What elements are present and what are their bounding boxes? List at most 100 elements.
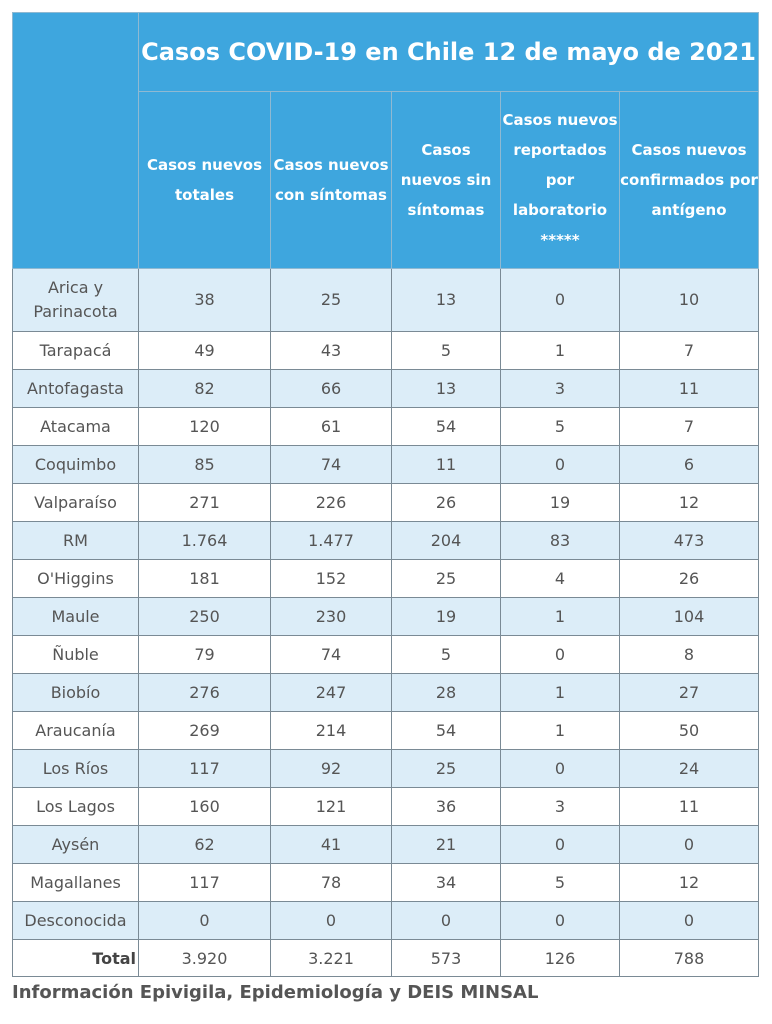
- cell-value: 121: [270, 787, 392, 826]
- column-header: Casos nuevos con síntomas: [270, 91, 392, 269]
- region-name: Aysén: [12, 825, 139, 864]
- cell-value: 7: [618, 407, 760, 446]
- column-header: Casos nuevos totales: [138, 91, 271, 269]
- region-name: Biobío: [12, 673, 139, 712]
- region-name: Maule: [12, 597, 139, 636]
- cell-value: 26: [618, 559, 760, 598]
- cell-value: 0: [500, 749, 620, 788]
- cell-value: 1: [500, 331, 620, 370]
- cell-value: 82: [138, 369, 271, 408]
- region-name: Magallanes: [12, 863, 139, 902]
- cell-value: 92: [270, 749, 392, 788]
- total-row: Total 3.920 3.221 573 126 788: [12, 939, 760, 977]
- cell-value: 24: [618, 749, 760, 788]
- cell-value: 28: [391, 673, 501, 712]
- cell-value: 50: [618, 711, 760, 750]
- cell-value: 1.477: [270, 521, 392, 560]
- cell-value: 104: [618, 597, 760, 636]
- column-header: Casos nuevos reportados por laboratorio …: [500, 91, 620, 269]
- cell-value: 0: [270, 901, 392, 940]
- cell-value: 61: [270, 407, 392, 446]
- cell-value: 3: [500, 787, 620, 826]
- cell-value: 83: [500, 521, 620, 560]
- cell-value: 6: [618, 445, 760, 484]
- cell-value: 8: [618, 635, 760, 674]
- table-row: RM 1.764 1.477 204 83 473: [12, 521, 760, 560]
- region-name: Valparaíso: [12, 483, 139, 522]
- region-name: Antofagasta: [12, 369, 139, 408]
- region-name: Ñuble: [12, 635, 139, 674]
- cell-value: 10: [618, 268, 760, 332]
- cell-value: 54: [391, 711, 501, 750]
- cell-value: 19: [500, 483, 620, 522]
- column-header: Casos nuevos sin síntomas: [391, 91, 501, 269]
- cell-value: 13: [391, 268, 501, 332]
- cell-value: 38: [138, 268, 271, 332]
- table-row: Tarapacá 49 43 5 1 7: [12, 331, 760, 370]
- cell-value: 0: [500, 901, 620, 940]
- cell-value: 21: [391, 825, 501, 864]
- cell-value: 0: [500, 825, 620, 864]
- cell-value: 26: [391, 483, 501, 522]
- cell-value: 74: [270, 445, 392, 484]
- region-name: O'Higgins: [12, 559, 139, 598]
- cell-value: 0: [618, 825, 760, 864]
- table-row: Antofagasta 82 66 13 3 11: [12, 369, 760, 408]
- table-title: Casos COVID-19 en Chile 12 de mayo de 20…: [137, 12, 760, 92]
- cell-value: 7: [618, 331, 760, 370]
- table-row: Araucanía 269 214 54 1 50: [12, 711, 760, 750]
- region-name: Tarapacá: [12, 331, 139, 370]
- table-row: Valparaíso 271 226 26 19 12: [12, 483, 760, 522]
- table-row: Maule 250 230 19 1 104: [12, 597, 760, 636]
- region-name: Coquimbo: [12, 445, 139, 484]
- cell-value: 214: [270, 711, 392, 750]
- cell-value: 41: [270, 825, 392, 864]
- cell-value: 62: [138, 825, 271, 864]
- cell-value: 79: [138, 635, 271, 674]
- cell-value: 49: [138, 331, 271, 370]
- cell-value: 5: [500, 863, 620, 902]
- column-header: Casos nuevos confirmados por antígeno: [618, 91, 760, 269]
- cell-value: 3: [500, 369, 620, 408]
- cell-value: 204: [391, 521, 501, 560]
- cell-value: 0: [500, 635, 620, 674]
- region-name: Desconocida: [12, 901, 139, 940]
- cell-value: 25: [270, 268, 392, 332]
- cell-value: 271: [138, 483, 271, 522]
- cell-value: 230: [270, 597, 392, 636]
- cell-value: 181: [138, 559, 271, 598]
- cell-value: 78: [270, 863, 392, 902]
- total-value: 3.920: [138, 939, 271, 977]
- cell-value: 34: [391, 863, 501, 902]
- cell-value: 13: [391, 369, 501, 408]
- cell-value: 1.764: [138, 521, 271, 560]
- cell-value: 117: [138, 863, 271, 902]
- cell-value: 27: [618, 673, 760, 712]
- region-name: Los Lagos: [12, 787, 139, 826]
- table-row: Desconocida 0 0 0 0 0: [12, 901, 760, 940]
- cell-value: 25: [391, 559, 501, 598]
- region-name: Arica y Parinacota: [12, 268, 139, 332]
- cell-value: 66: [270, 369, 392, 408]
- table-row: Ñuble 79 74 5 0 8: [12, 635, 760, 674]
- cell-value: 247: [270, 673, 392, 712]
- cell-value: 25: [391, 749, 501, 788]
- total-value: 788: [618, 939, 760, 977]
- cell-value: 0: [138, 901, 271, 940]
- cell-value: 74: [270, 635, 392, 674]
- table-row: Atacama 120 61 54 5 7: [12, 407, 760, 446]
- table-row: Magallanes 117 78 34 5 12: [12, 863, 760, 902]
- table-row: Los Lagos 160 121 36 3 11: [12, 787, 760, 826]
- cell-value: 54: [391, 407, 501, 446]
- cell-value: 152: [270, 559, 392, 598]
- region-name: Atacama: [12, 407, 139, 446]
- cell-value: 160: [138, 787, 271, 826]
- total-value: 3.221: [270, 939, 392, 977]
- cell-value: 36: [391, 787, 501, 826]
- cell-value: 117: [138, 749, 271, 788]
- covid-cases-table: Casos COVID-19 en Chile 12 de mayo de 20…: [12, 12, 760, 977]
- cell-value: 1: [500, 597, 620, 636]
- table-row: Los Ríos 117 92 25 0 24: [12, 749, 760, 788]
- cell-value: 43: [270, 331, 392, 370]
- table-row: Coquimbo 85 74 11 0 6: [12, 445, 760, 484]
